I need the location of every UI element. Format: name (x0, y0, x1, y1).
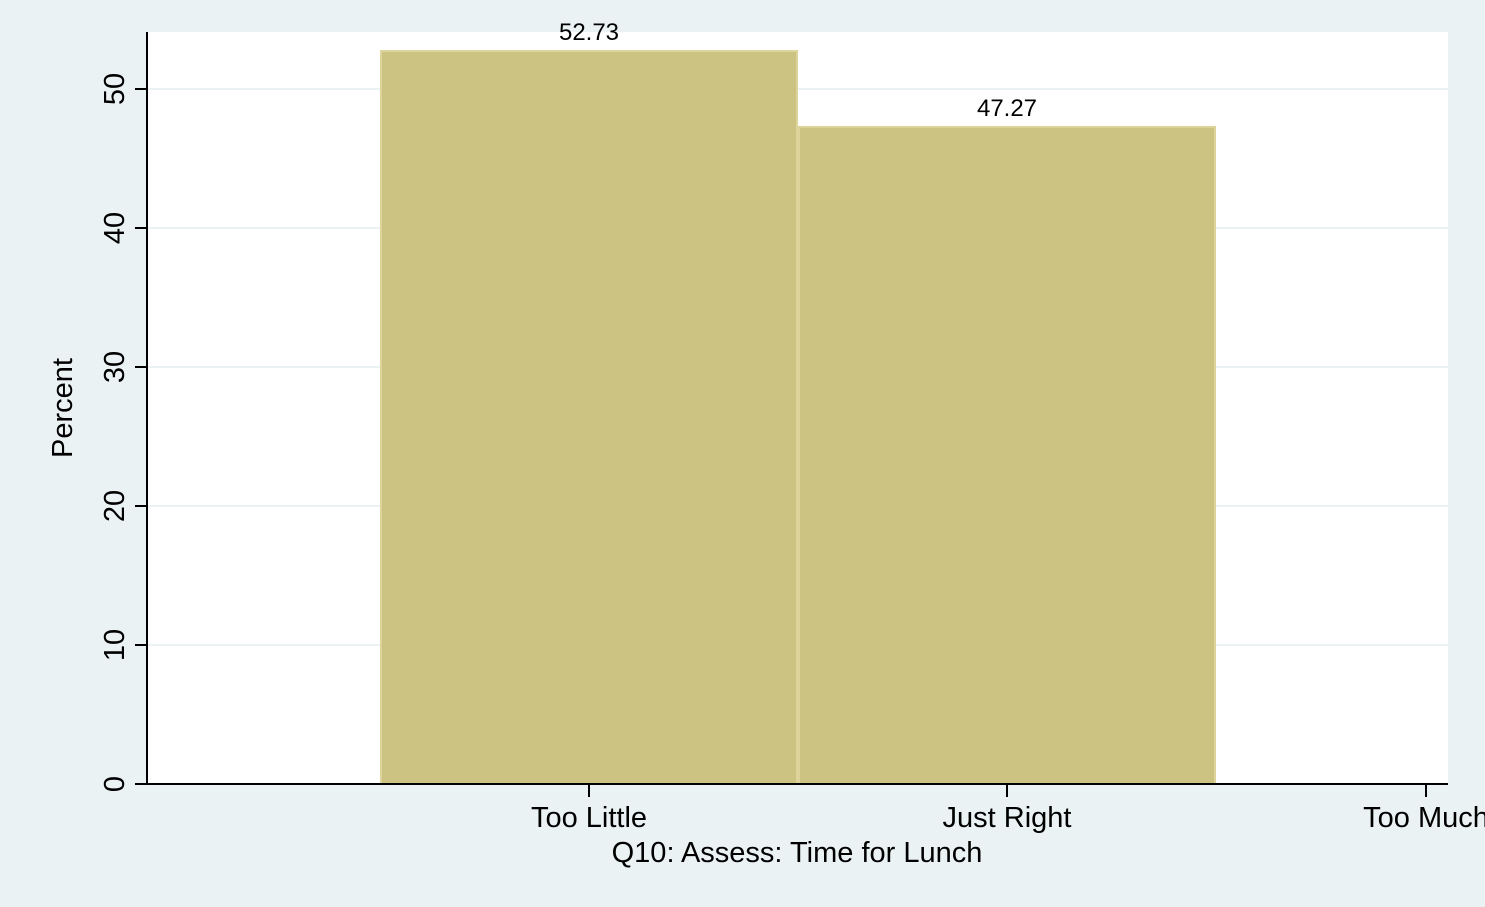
bar-data-label: 52.73 (559, 19, 619, 46)
x-tick-label: Just Right (943, 802, 1072, 834)
y-tick-label: 0 (99, 776, 131, 792)
y-tick-label: 50 (99, 73, 131, 105)
bar-too-little (380, 50, 798, 786)
y-ticks: 0 10 20 30 40 50 (99, 73, 147, 792)
x-axis-title: Q10: Assess: Time for Lunch (612, 837, 983, 869)
bars (380, 50, 1216, 786)
y-tick-label: 10 (99, 629, 131, 661)
y-tick-label: 40 (99, 212, 131, 244)
data-labels: 52.73 47.27 (559, 19, 1037, 122)
bar-just-right (798, 125, 1216, 785)
y-tick-label: 20 (99, 490, 131, 522)
x-ticks: Too Little Just Right Too Much (531, 784, 1485, 834)
x-tick-label: Too Little (531, 802, 647, 834)
bar-data-label: 47.27 (977, 95, 1037, 122)
axes (146, 32, 1448, 785)
y-axis-title: Percent (47, 358, 79, 458)
y-tick-label: 30 (99, 351, 131, 383)
x-tick-label: Too Much (1363, 802, 1485, 834)
